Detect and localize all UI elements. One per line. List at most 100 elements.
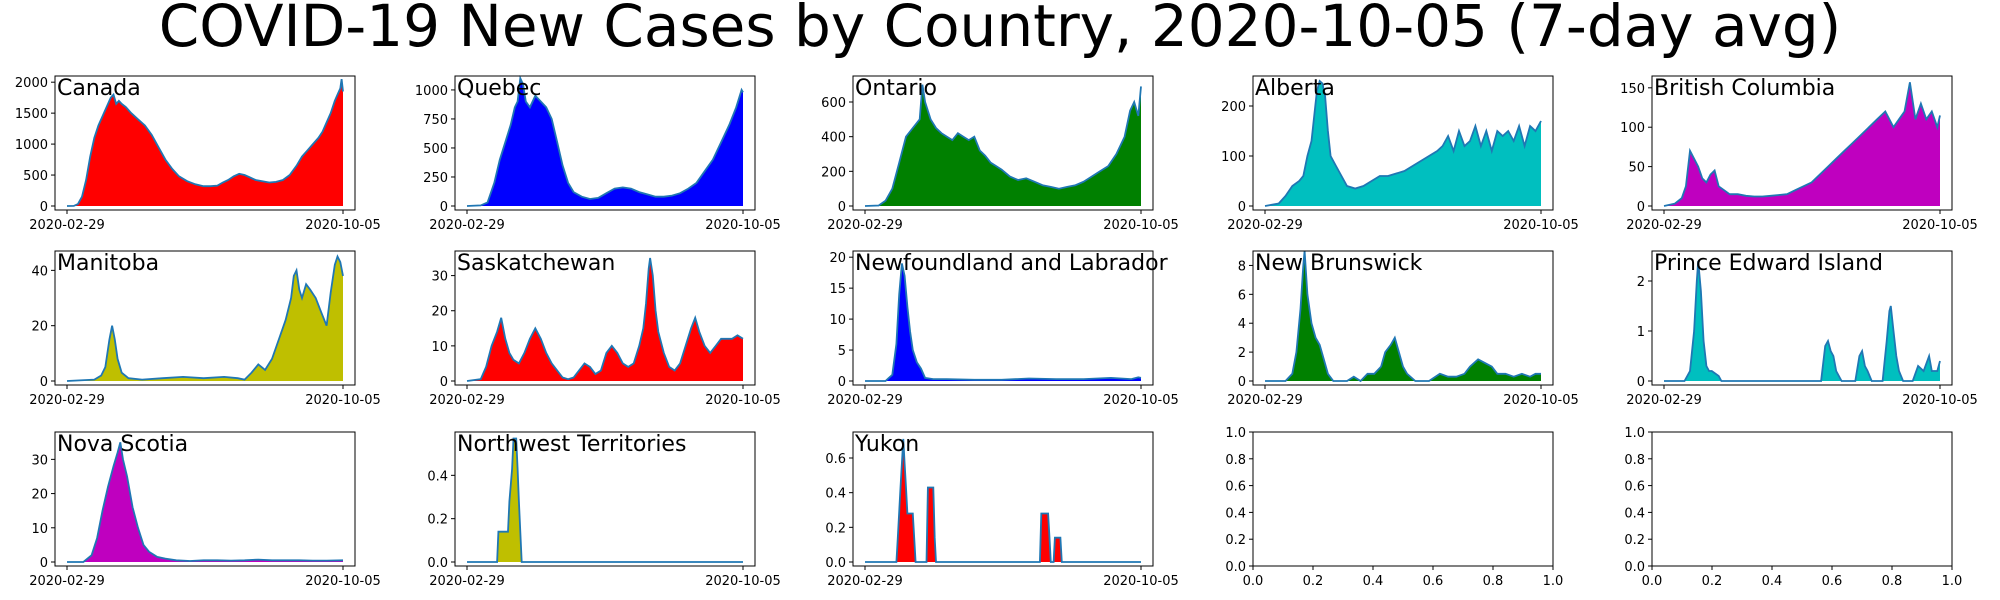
x-tick-label-saskatchewan: 2020-02-29 [429,393,505,408]
area-line-newfoundland-and-labrador [865,263,1142,382]
y-tick-label-canada: 2000 [15,76,48,91]
panel-yukon: 0.0 0.2 0.4 0.6 2020-02-29 2020-10-05 Yukon [825,431,1179,589]
y-tick-label-empty-14: 0.4 [1624,506,1645,521]
y-tick-label-manitoba: 0 [40,375,48,390]
y-tick-label-ontario: 400 [821,131,846,146]
area-fill-prince-edward-island [1664,261,1940,381]
y-tick-label-alberta: 200 [1221,100,1246,115]
x-tick-label-quebec: 2020-02-29 [429,218,505,233]
x-tick-label-nova-scotia: 2020-02-29 [29,574,105,589]
x-tick-label-empty-14: 0.2 [1702,574,1723,589]
x-tick-label-canada: 2020-02-29 [29,218,105,233]
y-tick-label-empty-14: 0.2 [1624,533,1645,548]
x-tick-label-new-brunswick: 2020-02-29 [1227,393,1303,408]
y-tick-label-new-brunswick: 6 [1238,288,1246,303]
y-tick-label-empty-13: 0.4 [1225,506,1246,521]
y-tick-label-canada: 1500 [15,107,48,122]
x-tick-label-empty-14: 0.0 [1642,574,1663,589]
axes-frame-nova-scotia [54,431,356,567]
area-fill-nova-scotia [67,442,343,562]
panel-quebec: 0 250 500 750 1000 2020-02-29 2020-10-05 Quebec [415,75,781,233]
y-tick-label-canada: 0 [40,200,48,215]
y-tick-label-northwest-territories: 0.2 [427,513,448,528]
area-line-ontario [864,84,1142,207]
area-line-northwest-territories [467,437,743,563]
axes-frame-yukon [852,431,1154,567]
x-tick-label-empty-13: 0.0 [1243,574,1264,589]
y-tick-label-northwest-territories: 0.4 [427,469,448,484]
y-tick-label-prince-edward-island: 1 [1637,325,1645,340]
area-line-saskatchewan [466,257,744,382]
y-tick-label-yukon: 0.4 [825,487,846,502]
x-tick-label-alberta: 2020-02-29 [1227,218,1303,233]
y-tick-label-empty-14: 0.0 [1624,560,1645,575]
y-tick-label-manitoba: 40 [31,264,48,279]
y-tick-label-ontario: 600 [821,96,846,111]
y-tick-label-new-brunswick: 2 [1238,346,1246,361]
area-fill-alberta [1265,81,1541,206]
y-tick-label-canada: 1000 [15,138,48,153]
y-tick-label-manitoba: 20 [31,320,48,335]
y-tick-label-empty-14: 0.6 [1624,480,1645,495]
y-tick-label-newfoundland-and-labrador: 10 [829,313,846,328]
y-tick-label-newfoundland-and-labrador: 0 [838,375,846,390]
y-tick-label-ontario: 200 [821,165,846,180]
axes-frame-new-brunswick [1252,250,1554,386]
y-tick-label-british-columbia: 100 [1620,121,1645,136]
axes-frame-prince-edward-island [1651,250,1953,386]
panel-title-canada: Canada [57,76,141,101]
x-tick-label-newfoundland-and-labrador: 2020-02-29 [827,393,903,408]
y-tick-label-new-brunswick: 8 [1238,259,1246,274]
x-tick-label-nova-scotia: 2020-10-05 [305,574,381,589]
area-fill-northwest-territories [467,438,743,562]
y-tick-label-saskatchewan: 10 [431,340,448,355]
x-tick-label-prince-edward-island: 2020-10-05 [1902,393,1978,408]
x-tick-label-saskatchewan: 2020-10-05 [705,393,781,408]
y-tick-label-empty-14: 0.8 [1624,453,1645,468]
y-tick-label-prince-edward-island: 0 [1637,375,1645,390]
y-tick-label-new-brunswick: 0 [1238,375,1246,390]
axes-frame-alberta [1252,75,1554,211]
x-tick-label-empty-14: 0.6 [1822,574,1843,589]
axes-frame-empty-13 [1252,431,1554,567]
axes-frame-saskatchewan [454,250,756,386]
panel-newfoundland-and-labrador: 0 5 10 15 20 2020-02-29 2020-10-05 Newfoundland… [827,250,1179,408]
x-tick-label-empty-14: 1.0 [1942,574,1963,589]
y-tick-label-british-columbia: 0 [1637,200,1645,215]
panel-northwest-territories: 0.0 0.2 0.4 2020-02-29 2020-10-05 Northwest T… [427,431,781,589]
x-tick-label-british-columbia: 2020-10-05 [1902,218,1978,233]
y-tick-label-saskatchewan: 0 [440,375,448,390]
panel-empty-13: 0.0 0.2 0.4 0.6 0.8 1.0 0.0 0.2 0.4 0.6 0.8 1.0 [1225,426,1563,589]
area-fill-newfoundland-and-labrador [865,263,1141,381]
x-tick-label-northwest-territories: 2020-10-05 [705,574,781,589]
panel-title-manitoba: Manitoba [57,251,159,276]
y-tick-label-alberta: 100 [1221,150,1246,165]
x-tick-label-new-brunswick: 2020-10-05 [1503,393,1579,408]
x-tick-label-empty-13: 0.4 [1363,574,1384,589]
y-tick-label-quebec: 1000 [415,84,448,99]
y-tick-label-empty-13: 1.0 [1225,426,1246,441]
axes-frame-british-columbia [1651,75,1953,211]
y-tick-label-nova-scotia: 0 [40,556,48,571]
panel-title-new-brunswick: New Brunswick [1255,251,1423,276]
axes-frame-northwest-territories [454,431,756,567]
panel-title-newfoundland-and-labrador: Newfoundland and Labrador [855,251,1169,276]
y-tick-label-yukon: 0.0 [825,556,846,571]
panel-empty-14: 0.0 0.2 0.4 0.6 0.8 1.0 0.0 0.2 0.4 0.6 0.8 1.0 [1624,426,1962,589]
area-fill-saskatchewan [467,258,743,381]
panel-manitoba: 0 20 40 2020-02-29 2020-10-05 Manitoba [29,250,381,408]
y-tick-label-nova-scotia: 30 [31,453,48,468]
axes-frame-quebec [454,75,756,211]
x-tick-label-manitoba: 2020-02-29 [29,393,105,408]
y-tick-label-new-brunswick: 4 [1238,317,1246,332]
panel-title-northwest-territories: Northwest Territories [457,432,686,457]
y-tick-label-saskatchewan: 20 [431,305,448,320]
x-tick-label-empty-14: 0.8 [1882,574,1903,589]
panel-prince-edward-island: 0 1 2 2020-02-29 2020-10-05 Prince Edward Isl… [1626,250,1978,408]
y-tick-label-empty-14: 1.0 [1624,426,1645,441]
panel-title-prince-edward-island: Prince Edward Island [1654,251,1883,276]
y-tick-label-prince-edward-island: 2 [1637,275,1645,290]
panel-title-alberta: Alberta [1255,76,1335,101]
panel-new-brunswick: 0 2 4 6 8 2020-02-29 2020-10-05 New Brunswick [1227,250,1579,408]
